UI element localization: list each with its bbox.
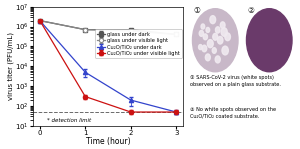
X-axis label: Time (hour): Time (hour)	[86, 138, 130, 146]
Circle shape	[202, 45, 207, 52]
Text: ②: ②	[247, 6, 254, 15]
Text: * detection limit: * detection limit	[46, 118, 91, 123]
Circle shape	[225, 33, 230, 41]
Circle shape	[201, 24, 205, 29]
Circle shape	[207, 40, 213, 48]
Circle shape	[199, 30, 204, 36]
Y-axis label: virus titer (PFU/mL): virus titer (PFU/mL)	[7, 32, 14, 100]
Circle shape	[199, 45, 202, 50]
Circle shape	[205, 54, 210, 61]
Circle shape	[221, 28, 227, 36]
Circle shape	[212, 48, 216, 53]
Circle shape	[206, 27, 210, 32]
Circle shape	[193, 9, 238, 72]
Circle shape	[247, 9, 292, 72]
Circle shape	[218, 37, 223, 44]
Text: ② No white spots observed on the
Cu₂O/TiO₂ coated substrate.: ② No white spots observed on the Cu₂O/Ti…	[190, 107, 276, 118]
Text: ①: ①	[193, 6, 200, 15]
Legend: glass under dark, glass under visible light, Cu₂O/TiO₂ under dark, Cu₂O/TiO₂ und: glass under dark, glass under visible li…	[95, 29, 182, 58]
Circle shape	[210, 16, 216, 24]
Circle shape	[215, 56, 220, 63]
Text: ① SARS-CoV-2 virus (white spots)
observed on a plain glass substrate.: ① SARS-CoV-2 virus (white spots) observe…	[190, 75, 281, 87]
Circle shape	[213, 33, 218, 40]
Circle shape	[222, 46, 228, 55]
Circle shape	[203, 34, 208, 40]
Circle shape	[215, 27, 220, 33]
Circle shape	[220, 22, 225, 28]
